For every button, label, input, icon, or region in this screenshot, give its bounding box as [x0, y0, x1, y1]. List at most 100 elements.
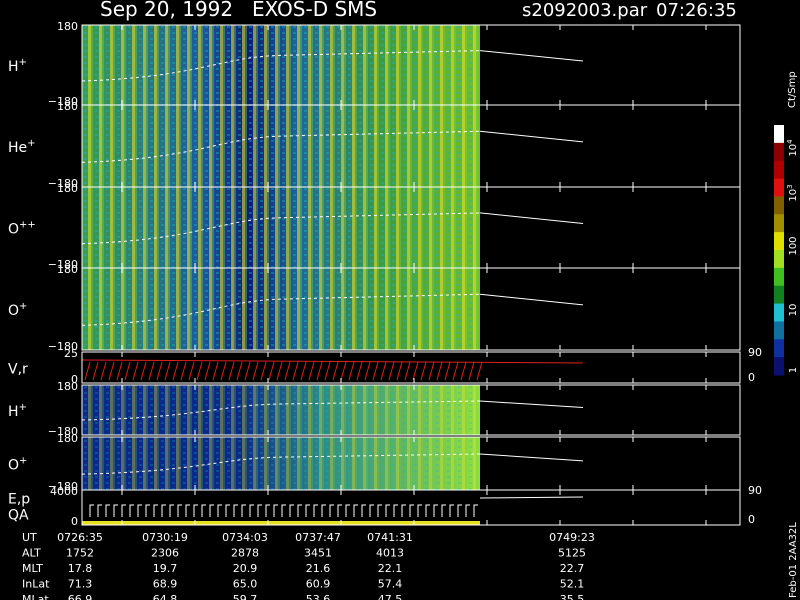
colorbar-label: 10: [788, 304, 799, 317]
cell: 65.0: [233, 578, 258, 591]
panel-label-sup: +: [19, 57, 27, 68]
panel-label: H+: [8, 57, 27, 75]
cell: 5125: [558, 547, 586, 560]
cell: 0741:31: [367, 531, 413, 544]
trend-line: [479, 212, 584, 224]
colorbar-cell: [774, 160, 784, 180]
panel-label: O+: [8, 456, 27, 474]
row-label: MLT: [22, 562, 43, 575]
panel-label: He+: [8, 138, 36, 156]
cell: 0749:23: [549, 531, 595, 544]
panel-label: V,r: [8, 362, 28, 378]
axis-top: 180: [57, 432, 78, 445]
file: s2092003.par: [522, 0, 648, 21]
cell: 0730:19: [142, 531, 188, 544]
panel-label-sup: +: [19, 402, 27, 413]
panel-frame: [81, 489, 741, 526]
energy-trace: [89, 504, 478, 517]
cell: 20.9: [233, 562, 258, 575]
panel-label: O++: [8, 220, 36, 238]
velocity-line: [81, 359, 584, 364]
cell: 59.7: [233, 593, 258, 600]
qa-bar: [82, 521, 480, 525]
axis-bottom: −180: [48, 425, 78, 438]
axis-bottom: −180: [48, 258, 78, 271]
colorbar-cell: [774, 142, 784, 162]
axis-top: 180: [57, 182, 78, 195]
spectrogram-stripes: [82, 187, 480, 268]
cell: 17.8: [68, 562, 93, 575]
colorbar-cell: [774, 178, 784, 197]
colorbar-label: 103: [786, 184, 799, 201]
trend-line: [479, 130, 584, 143]
time: 07:26:35: [656, 0, 737, 21]
panel-label-sup: ++: [19, 220, 36, 231]
trend-line: [479, 50, 584, 62]
cell: 0737:47: [295, 531, 341, 544]
cell: 19.7: [153, 562, 178, 575]
panel-label: H+: [8, 402, 27, 420]
axis-bottom: −180: [48, 95, 78, 108]
cell: 71.3: [68, 578, 93, 591]
cell: 52.1: [560, 578, 585, 591]
trend-line: [479, 293, 584, 306]
row-label: InLat: [22, 578, 50, 591]
pitch-curve: [81, 50, 481, 82]
axis-right-bottom: 0: [748, 513, 755, 526]
colorbar-label: 1: [788, 367, 799, 373]
panel-label2: QA: [8, 508, 29, 524]
pitch-curve: [81, 293, 481, 326]
axis-bottom: −180: [48, 177, 78, 190]
colorbar-cell: [774, 285, 784, 305]
panel-frame: [81, 384, 741, 436]
row-label: MLat: [22, 593, 49, 600]
colorbar-cell: [774, 232, 784, 251]
axis-right-top: 90: [748, 484, 762, 497]
pitch-curve: [81, 400, 481, 421]
cell: 66.9: [68, 593, 93, 600]
colorbar-exp: 4: [786, 139, 794, 144]
cell: 0726:35: [57, 531, 103, 544]
spectrogram-stripes: [82, 25, 480, 105]
cell: 60.9: [306, 578, 331, 591]
axis-bottom: −180: [48, 340, 78, 353]
panel-label-sup: +: [19, 456, 27, 467]
colorbar-cell: [774, 250, 784, 269]
cell: 1752: [66, 547, 94, 560]
cell: 3451: [304, 547, 332, 560]
axis-bottom: 0: [71, 515, 78, 528]
colorbar-exp: 3: [786, 184, 794, 188]
colorbar-cell: [774, 321, 784, 340]
trend-line: [479, 400, 584, 408]
cell: 2306: [151, 547, 179, 560]
panel-label-sup: +: [19, 301, 27, 312]
colorbar-cell: [774, 303, 784, 322]
row-label: UT: [22, 531, 37, 544]
cell: 22.7: [560, 562, 585, 575]
spectrogram-stripes: [82, 105, 480, 187]
cell: 53.6: [306, 593, 331, 600]
cell: 2878: [231, 547, 259, 560]
axis-bottom: 0: [71, 373, 78, 386]
panel-label: O+: [8, 301, 27, 319]
colorbar-title: Ct/Smp: [787, 71, 798, 108]
spectrogram-stripes: [82, 385, 480, 435]
cell: 47.5: [378, 593, 403, 600]
colorbar-cell: [774, 214, 784, 233]
spectrogram-stripes: [82, 437, 480, 490]
axis-top: 180: [57, 20, 78, 33]
pitch-curve: [81, 453, 481, 475]
footer: Feb-01 2AA32L: [788, 522, 799, 598]
axis-right-top: 90: [748, 346, 762, 359]
colorbar-cell: [774, 357, 784, 376]
panel-frame: [81, 351, 741, 384]
colorbar-cell: [774, 267, 784, 287]
axis-top: 25: [64, 347, 78, 360]
axis-top: 180: [57, 100, 78, 113]
cell: 64.8: [153, 593, 178, 600]
colorbar-cell: [774, 125, 784, 144]
colorbar-cell: [774, 196, 784, 215]
cell: 0734:03: [222, 531, 268, 544]
